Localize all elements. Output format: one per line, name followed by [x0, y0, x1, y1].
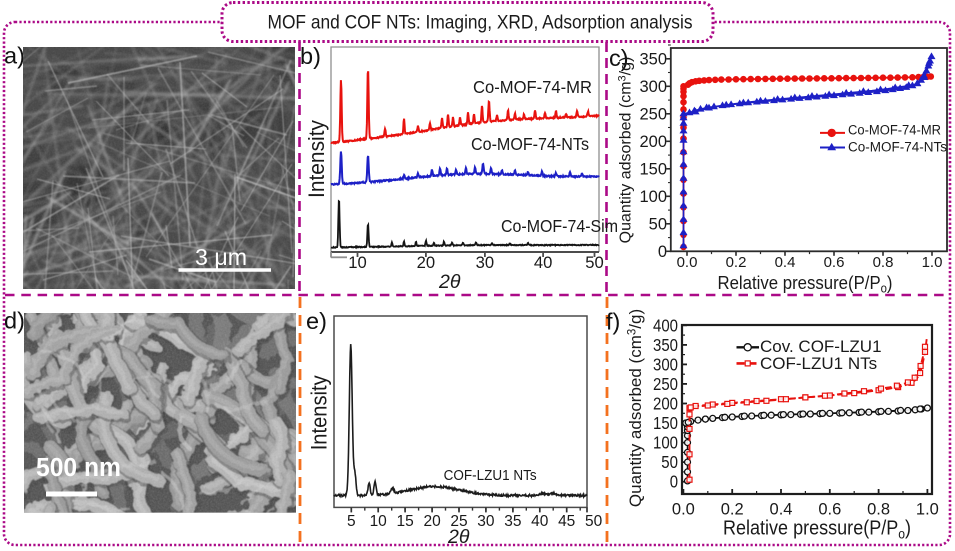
svg-text:c): c) — [609, 45, 629, 71]
svg-text:Relative pressure(P/Po): Relative pressure(P/Po) — [723, 518, 911, 542]
svg-text:0.0: 0.0 — [672, 501, 695, 519]
svg-text:0.6: 0.6 — [824, 254, 845, 271]
svg-text:300: 300 — [653, 354, 678, 374]
svg-text:100: 100 — [639, 188, 667, 206]
svg-text:3 μm: 3 μm — [195, 244, 247, 270]
svg-text:350: 350 — [653, 335, 678, 355]
svg-text:f): f) — [606, 309, 620, 335]
svg-text:250: 250 — [639, 105, 667, 123]
svg-text:200: 200 — [639, 133, 667, 151]
svg-text:0: 0 — [670, 472, 679, 492]
svg-text:50: 50 — [661, 452, 678, 472]
svg-text:e): e) — [306, 308, 327, 334]
svg-text:Co-MOF-74-MR: Co-MOF-74-MR — [473, 77, 592, 97]
svg-text:350: 350 — [639, 50, 667, 68]
svg-text:Intensity: Intensity — [306, 375, 331, 450]
svg-text:15: 15 — [396, 513, 413, 530]
svg-text:150: 150 — [653, 413, 678, 433]
svg-text:35: 35 — [504, 513, 521, 530]
svg-text:Co-MOF-74-NTs: Co-MOF-74-NTs — [848, 140, 947, 155]
svg-text:250: 250 — [653, 374, 678, 394]
svg-text:0.8: 0.8 — [873, 254, 894, 271]
svg-text:0.6: 0.6 — [818, 501, 841, 519]
svg-text:0: 0 — [658, 243, 667, 261]
svg-text:d): d) — [4, 308, 25, 334]
svg-text:5: 5 — [347, 513, 356, 530]
svg-text:Intensity: Intensity — [304, 120, 329, 198]
svg-text:0.2: 0.2 — [721, 501, 744, 519]
svg-text:COF-LZU1 NTs: COF-LZU1 NTs — [760, 354, 877, 373]
svg-text:100: 100 — [653, 433, 678, 453]
svg-text:0.0: 0.0 — [677, 254, 698, 271]
svg-text:0.2: 0.2 — [726, 254, 747, 271]
svg-text:COF-LZU1 NTs: COF-LZU1 NTs — [444, 468, 537, 484]
svg-text:Quantity adsorbed (cm3/g): Quantity adsorbed (cm3/g) — [626, 309, 645, 507]
svg-text:50: 50 — [649, 215, 667, 233]
svg-text:10: 10 — [348, 254, 367, 272]
svg-text:0.4: 0.4 — [775, 254, 796, 271]
svg-text:30: 30 — [476, 254, 495, 272]
svg-text:20: 20 — [423, 513, 441, 530]
svg-text:Relative pressure(P/Po): Relative pressure(P/Po) — [717, 272, 892, 295]
svg-text:0.4: 0.4 — [770, 501, 793, 519]
svg-text:500 nm: 500 nm — [36, 454, 121, 482]
svg-text:Co-MOF-74-NTs: Co-MOF-74-NTs — [471, 134, 589, 154]
svg-text:300: 300 — [639, 78, 667, 96]
svg-text:Cov. COF-LZU1: Cov. COF-LZU1 — [760, 337, 882, 356]
svg-text:Co-MOF-74-Sim: Co-MOF-74-Sim — [501, 216, 618, 236]
svg-text:2θ: 2θ — [447, 526, 470, 548]
svg-text:10: 10 — [370, 513, 388, 530]
svg-text:Quantity adsorbed (cm3/g): Quantity adsorbed (cm3/g) — [617, 57, 635, 244]
svg-text:40: 40 — [531, 513, 549, 530]
svg-text:1.0: 1.0 — [916, 501, 939, 519]
svg-text:50: 50 — [585, 254, 604, 272]
svg-text:25: 25 — [450, 513, 467, 530]
svg-text:150: 150 — [639, 160, 667, 178]
svg-text:2θ: 2θ — [438, 271, 461, 293]
svg-text:Co-MOF-74-MR: Co-MOF-74-MR — [848, 123, 941, 138]
svg-text:45: 45 — [558, 513, 575, 530]
svg-text:0.8: 0.8 — [867, 501, 890, 519]
svg-text:20: 20 — [417, 254, 436, 272]
svg-text:1.0: 1.0 — [922, 254, 943, 271]
svg-text:30: 30 — [477, 513, 495, 530]
svg-text:50: 50 — [585, 513, 603, 530]
svg-text:a): a) — [4, 43, 25, 69]
svg-text:200: 200 — [653, 394, 678, 414]
svg-text:40: 40 — [534, 254, 553, 272]
svg-text:b): b) — [300, 43, 321, 69]
svg-text:400: 400 — [653, 315, 678, 335]
svg-text:MOF and COF NTs: Imaging, XRD,: MOF and COF NTs: Imaging, XRD, Adsorptio… — [268, 12, 693, 34]
